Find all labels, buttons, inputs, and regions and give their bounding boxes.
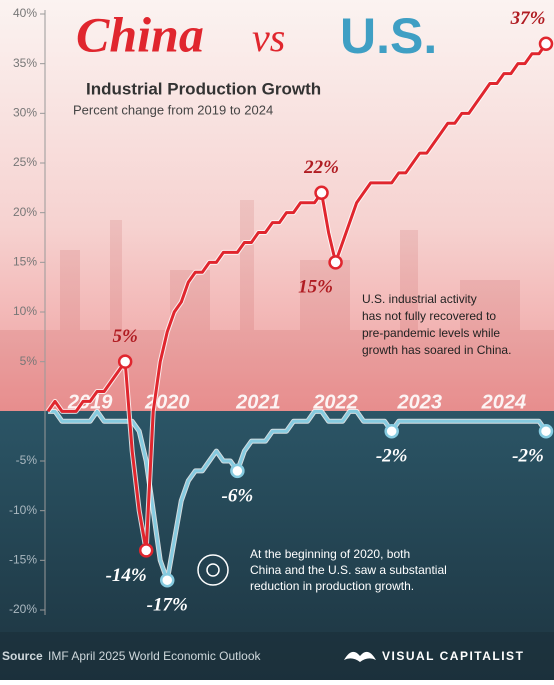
subtitle: Industrial Production Growth bbox=[86, 79, 321, 98]
annotation-top: U.S. industrial activity has not fully re… bbox=[362, 292, 511, 357]
y-tick-label: 10% bbox=[13, 304, 37, 318]
x-tick-label: 2024 bbox=[481, 391, 527, 413]
point-marker bbox=[314, 185, 329, 201]
y-tick-label: 25% bbox=[13, 155, 37, 169]
source-label: Source bbox=[2, 649, 43, 663]
title-vs: vs bbox=[252, 15, 285, 60]
point-marker bbox=[159, 572, 175, 588]
brand: VISUAL CAPITALIST bbox=[382, 649, 524, 663]
point-marker bbox=[384, 423, 399, 439]
virus-icon bbox=[197, 554, 229, 586]
subtitle-2: Percent change from 2019 to 2024 bbox=[73, 102, 273, 117]
brand-logo bbox=[344, 651, 376, 662]
annotation-line: pre-pandemic levels while bbox=[362, 326, 500, 340]
source: IMF April 2025 World Economic Outlook bbox=[48, 649, 262, 663]
annotation-line: has not fully recovered to bbox=[362, 309, 496, 323]
data-label: -17% bbox=[147, 595, 188, 616]
data-label: -2% bbox=[512, 446, 544, 467]
annotation-bottom: At the beginning of 2020, both China and … bbox=[250, 547, 447, 593]
annotation-line: U.S. industrial activity bbox=[362, 292, 477, 306]
data-label: 37% bbox=[510, 8, 546, 29]
annotation-line: China and the U.S. saw a substantial bbox=[250, 563, 447, 577]
series-line bbox=[46, 42, 548, 552]
footer-band bbox=[0, 632, 554, 680]
x-tick-label: 2022 bbox=[312, 391, 358, 413]
annotation-line: growth has soared in China. bbox=[362, 343, 511, 357]
data-label: 5% bbox=[112, 326, 137, 347]
data-label: 15% bbox=[298, 277, 333, 298]
point-marker bbox=[138, 543, 154, 558]
y-tick-label: 15% bbox=[13, 255, 37, 269]
y-tick-label: 40% bbox=[13, 6, 37, 20]
data-label: -14% bbox=[106, 565, 147, 586]
x-tick-label: 2020 bbox=[144, 391, 190, 413]
data-label: -2% bbox=[376, 446, 408, 467]
y-tick-label: 30% bbox=[13, 106, 37, 120]
title-us: U.S. bbox=[340, 8, 437, 64]
virus-icon-core bbox=[206, 563, 220, 577]
y-tick-label: 35% bbox=[13, 56, 37, 70]
point-marker bbox=[538, 423, 554, 439]
skyline bbox=[0, 200, 554, 411]
y-tick-label: 20% bbox=[13, 205, 37, 219]
y-tick-label: -15% bbox=[9, 553, 37, 567]
y-tick-label: -5% bbox=[16, 453, 38, 467]
title-china: China bbox=[76, 6, 204, 62]
annotation-line: reduction in production growth. bbox=[250, 579, 414, 593]
point-marker bbox=[117, 354, 133, 369]
y-tick-label: -10% bbox=[9, 503, 37, 517]
x-tick-label: 2021 bbox=[235, 391, 281, 413]
annotation-line: At the beginning of 2020, both bbox=[250, 547, 410, 561]
data-label: 22% bbox=[303, 157, 339, 178]
x-tick-label: 2023 bbox=[396, 391, 442, 413]
point-marker bbox=[230, 463, 245, 479]
y-tick-label: 5% bbox=[20, 354, 38, 368]
y-tick-label: -20% bbox=[9, 602, 37, 616]
point-marker bbox=[328, 255, 343, 270]
background-top bbox=[0, 0, 554, 411]
data-label: -6% bbox=[222, 485, 254, 506]
point-marker bbox=[538, 36, 554, 52]
